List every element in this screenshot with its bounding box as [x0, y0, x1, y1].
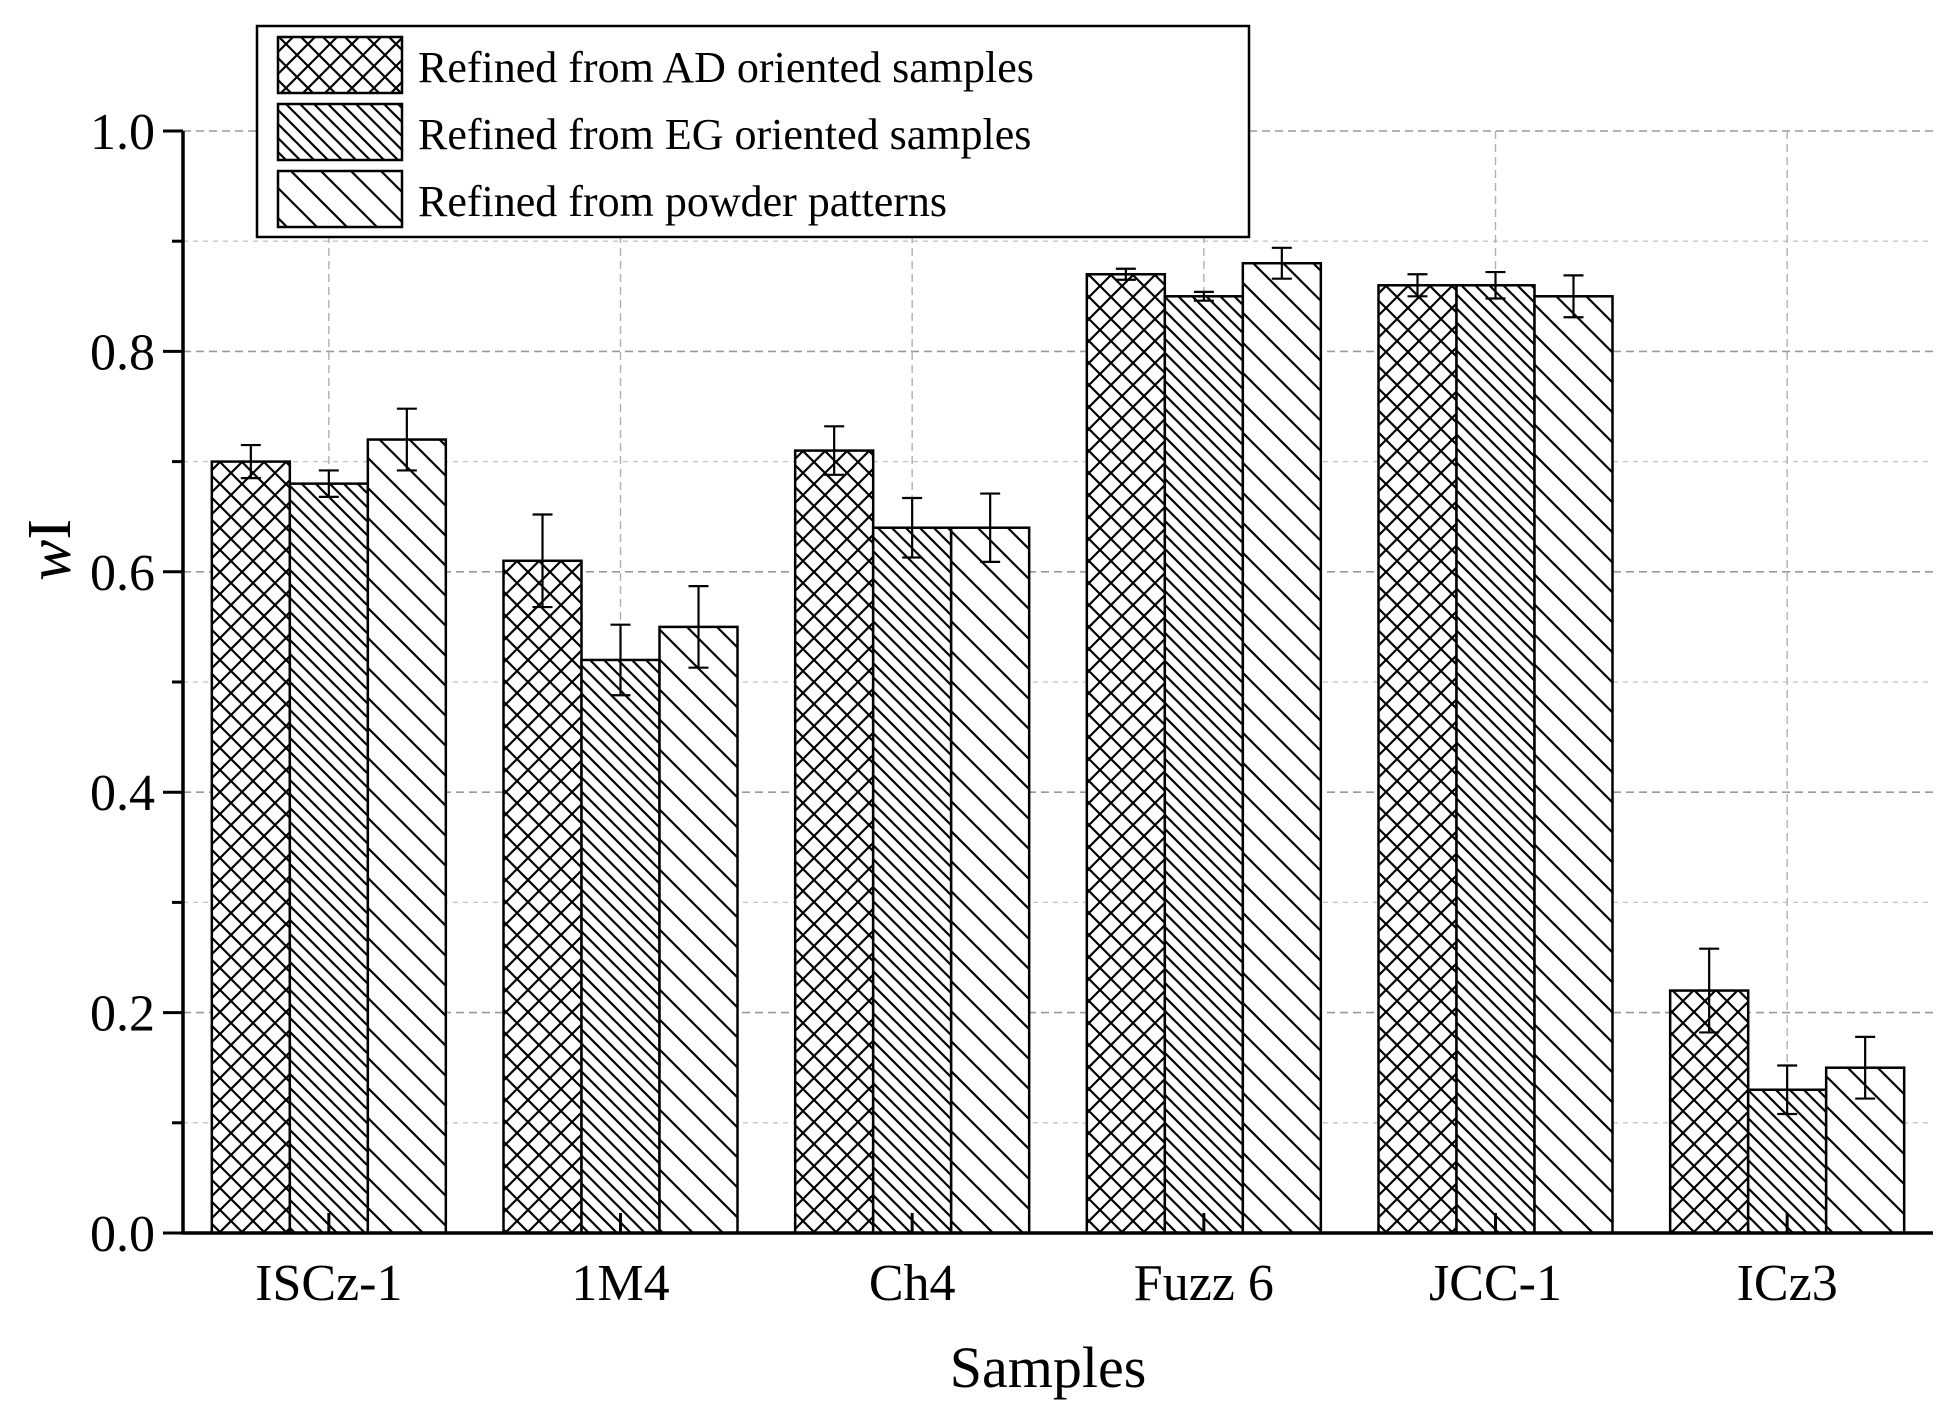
y-tick-label: 0.2 — [90, 986, 155, 1043]
legend-swatch-ad — [276, 35, 404, 95]
error-bar — [610, 623, 631, 697]
error-bar — [1563, 274, 1584, 319]
error-bar — [240, 443, 261, 480]
error-bar — [532, 513, 553, 609]
error-bar — [1777, 1064, 1798, 1116]
error-bar — [1271, 246, 1292, 280]
y-axis-title-roman: I — [16, 519, 84, 540]
bar-fuzz-6-series-2 — [1163, 295, 1245, 1235]
bar-ch4-series-1 — [793, 449, 875, 1235]
legend-swatch-eg — [276, 102, 404, 162]
error-bar — [902, 496, 923, 559]
bar-ch4-series-2 — [871, 526, 953, 1235]
bar-ch4-series-3 — [949, 526, 1031, 1235]
bars — [210, 261, 1906, 1235]
y-tick-label: 0.4 — [90, 765, 155, 822]
bar-fuzz-6-series-1 — [1085, 273, 1167, 1235]
bar-1m4-series-3 — [658, 625, 739, 1235]
error-bar — [1115, 267, 1136, 281]
error-bar — [318, 469, 339, 498]
error-bars — [240, 246, 1876, 1116]
axes — [163, 129, 1933, 1235]
y-axis-title: wI — [16, 519, 84, 581]
error-bar — [980, 492, 1001, 563]
legend-label-eg: Refined from EG oriented samples — [418, 110, 1031, 159]
bar-iscz-1-series-3 — [366, 438, 448, 1235]
legend: Refined from AD oriented samples Refined… — [255, 24, 1251, 239]
error-bar — [824, 425, 845, 476]
y-tick-label: 1.0 — [90, 104, 155, 161]
bar-1m4-series-1 — [502, 559, 583, 1235]
tick-labels: 0.0 0.2 0.4 0.6 0.8 1.0 ISCz-1 1M4 Ch4 Fuzz 6 JCC-… — [90, 104, 1838, 1312]
y-tick-label: 0.8 — [90, 324, 155, 381]
bar-jcc-1-series-1 — [1377, 284, 1458, 1235]
bar-iscz-1-series-2 — [288, 482, 370, 1235]
x-axis-title: Samples — [950, 1335, 1147, 1400]
x-tick-label: ISCz-1 — [255, 1255, 402, 1312]
legend-label-powder: Refined from powder patterns — [418, 177, 947, 226]
legend-frame — [255, 24, 1251, 239]
error-bar — [1699, 947, 1720, 1034]
x-tick-label: JCC-1 — [1429, 1255, 1562, 1312]
bar-jcc-1-series-2 — [1455, 284, 1536, 1235]
y-tick-label: 0.6 — [90, 545, 155, 602]
error-bar — [688, 585, 709, 669]
error-bar — [1193, 290, 1214, 302]
y-tick-label: 0.0 — [90, 1206, 155, 1263]
bar-jcc-1-series-3 — [1533, 295, 1614, 1235]
bar-iscz-1-series-1 — [210, 460, 292, 1235]
error-bar — [1407, 273, 1428, 298]
legend-swatch-powder — [276, 169, 404, 229]
bar-1m4-series-2 — [580, 658, 661, 1235]
bar-fuzz-6-series-3 — [1241, 261, 1323, 1235]
y-axis-title-italic: w — [16, 540, 84, 581]
x-tick-label: ICz3 — [1737, 1255, 1838, 1312]
error-bar — [1855, 1035, 1876, 1100]
x-tick-label: Ch4 — [869, 1255, 956, 1312]
legend-label-ad: Refined from AD oriented samples — [418, 43, 1034, 92]
error-bar — [396, 407, 417, 472]
x-tick-label: Fuzz 6 — [1134, 1255, 1274, 1312]
error-bar — [1485, 270, 1506, 300]
x-tick-label: 1M4 — [571, 1255, 669, 1312]
